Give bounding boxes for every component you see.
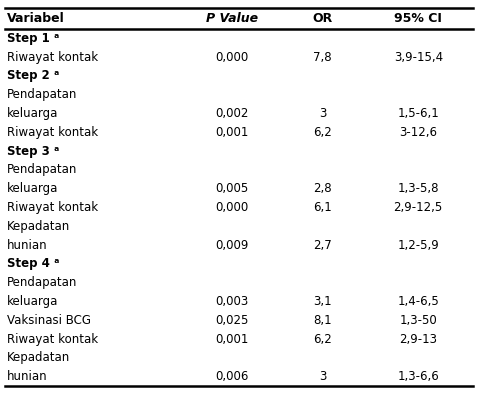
Text: Vaksinasi BCG: Vaksinasi BCG xyxy=(7,314,91,327)
Text: Pendapatan: Pendapatan xyxy=(7,276,77,289)
Text: 3,9-15,4: 3,9-15,4 xyxy=(394,50,443,64)
Text: 0,001: 0,001 xyxy=(215,126,249,139)
Text: 1,4-6,5: 1,4-6,5 xyxy=(397,295,439,308)
Text: 2,7: 2,7 xyxy=(313,238,332,252)
Text: 0,001: 0,001 xyxy=(215,332,249,346)
Text: 1,5-6,1: 1,5-6,1 xyxy=(397,107,439,120)
Text: 2,9-13: 2,9-13 xyxy=(399,332,437,346)
Text: hunian: hunian xyxy=(7,238,48,252)
Text: Step 1 ᵃ: Step 1 ᵃ xyxy=(7,32,59,45)
Text: 2,9-12,5: 2,9-12,5 xyxy=(393,201,443,214)
Text: 7,8: 7,8 xyxy=(314,50,332,64)
Text: Kepadatan: Kepadatan xyxy=(7,220,70,233)
Text: 6,2: 6,2 xyxy=(313,332,332,346)
Text: Pendapatan: Pendapatan xyxy=(7,163,77,176)
Text: 1,3-50: 1,3-50 xyxy=(400,314,437,327)
Text: 0,003: 0,003 xyxy=(215,295,249,308)
Text: 0,025: 0,025 xyxy=(215,314,249,327)
Text: 3,1: 3,1 xyxy=(314,295,332,308)
Text: Riwayat kontak: Riwayat kontak xyxy=(7,332,98,346)
Text: Riwayat kontak: Riwayat kontak xyxy=(7,126,98,139)
Text: Kepadatan: Kepadatan xyxy=(7,351,70,364)
Text: 3: 3 xyxy=(319,107,326,120)
Text: 1,2-5,9: 1,2-5,9 xyxy=(397,238,439,252)
Text: keluarga: keluarga xyxy=(7,107,58,120)
Text: Variabel: Variabel xyxy=(7,12,65,25)
Text: 6,2: 6,2 xyxy=(313,126,332,139)
Text: 0,009: 0,009 xyxy=(215,238,249,252)
Text: P Value: P Value xyxy=(206,12,258,25)
Text: Riwayat kontak: Riwayat kontak xyxy=(7,50,98,64)
Text: hunian: hunian xyxy=(7,370,48,383)
Text: 0,002: 0,002 xyxy=(215,107,249,120)
Text: Step 3 ᵃ: Step 3 ᵃ xyxy=(7,144,59,158)
Text: OR: OR xyxy=(313,12,333,25)
Text: Step 4 ᵃ: Step 4 ᵃ xyxy=(7,257,60,270)
Text: 0,005: 0,005 xyxy=(215,182,249,195)
Text: Pendapatan: Pendapatan xyxy=(7,88,77,101)
Text: 0,000: 0,000 xyxy=(215,201,249,214)
Text: 6,1: 6,1 xyxy=(313,201,332,214)
Text: 3-12,6: 3-12,6 xyxy=(399,126,437,139)
Text: Step 2 ᵃ: Step 2 ᵃ xyxy=(7,69,59,82)
Text: 1,3-6,6: 1,3-6,6 xyxy=(397,370,439,383)
Text: 0,000: 0,000 xyxy=(215,50,249,64)
Text: 8,1: 8,1 xyxy=(314,314,332,327)
Text: 0,006: 0,006 xyxy=(215,370,249,383)
Text: keluarga: keluarga xyxy=(7,182,58,195)
Text: 3: 3 xyxy=(319,370,326,383)
Text: 2,8: 2,8 xyxy=(314,182,332,195)
Text: keluarga: keluarga xyxy=(7,295,58,308)
Text: 95% CI: 95% CI xyxy=(394,12,442,25)
Text: Riwayat kontak: Riwayat kontak xyxy=(7,201,98,214)
Text: 1,3-5,8: 1,3-5,8 xyxy=(398,182,439,195)
